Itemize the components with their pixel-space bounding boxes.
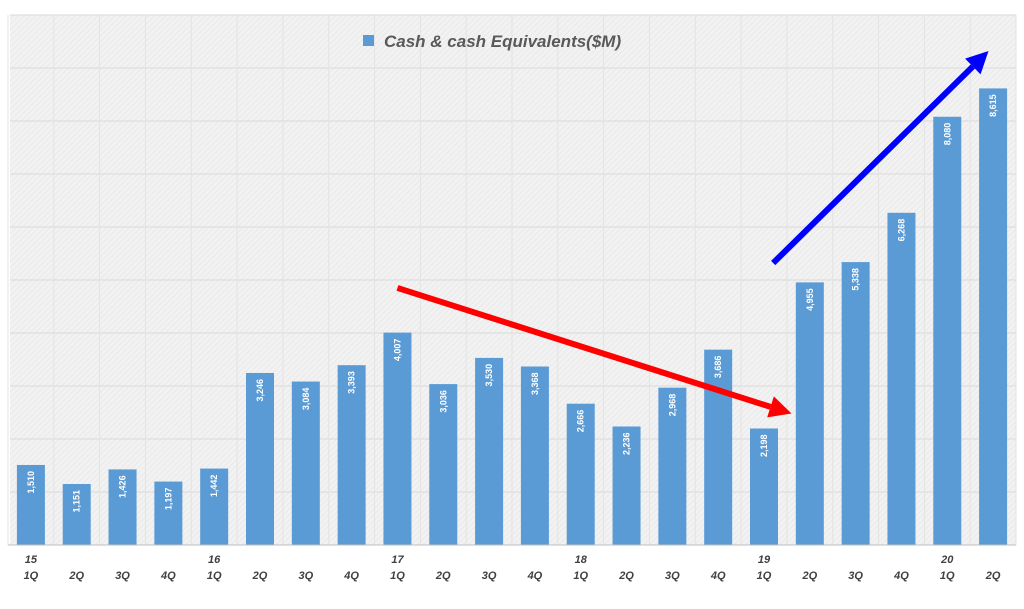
bars [16,88,1008,545]
bar [887,212,916,545]
bar [658,387,687,545]
bar [841,262,870,545]
bar-value-label: 3,530 [484,364,494,387]
x-tick-label: 1Q [207,570,222,582]
x-tick-label: 4Q [527,570,543,582]
bar-value-label: 2,968 [667,394,677,417]
bar-value-label: 8,615 [988,94,998,117]
bar-value-label: 2,666 [576,410,586,433]
x-tick-label: 4Q [160,570,176,582]
bar-value-label: 3,393 [347,371,357,394]
bar [520,366,549,545]
bar [979,88,1008,545]
trend-arrow-shaft [396,285,772,410]
legend-label: Cash & cash Equivalents($M) [384,32,621,51]
bar-value-label: 2,198 [759,435,769,458]
bar-value-label: 4,955 [805,288,815,311]
bar-value-label: 3,084 [301,388,311,411]
x-tick-label: 4Q [343,570,359,582]
trend-arrow-shaft [771,64,975,266]
bar-value-label: 1,442 [209,475,219,498]
x-tick-label: 1Q [390,570,405,582]
bar [154,481,183,545]
bar [62,483,91,545]
x-tick-label: 1Q [24,570,39,582]
x-tick-label: 2Q [252,570,268,582]
bar-value-label: 1,510 [26,471,36,494]
x-tick-label: 4Q [893,570,909,582]
bar-value-label: 1,151 [72,490,82,513]
bar-value-label: 1,426 [118,475,128,498]
x-axis: 15 1Q 2Q 3Q 4Q 16 1Q 2Q 3Q 4Q 17 1Q 2Q 3Q 4Q 18 1Q 2Q 3Q 4Q… [8,544,1016,582]
data-labels: 1,510 1,151 1,426 1,197 1,442 3,246 3,084 3,393… [26,94,998,512]
x-tick-year-label: 16 [208,554,221,566]
bar [16,464,45,545]
x-tick-label: 3Q [115,570,130,582]
bar [795,282,824,545]
x-tick-year-label: 19 [758,554,771,566]
bar [704,349,733,545]
bar-value-label: 8,080 [942,123,952,146]
bar-value-label: 2,236 [622,432,632,455]
bar [337,365,366,545]
x-tick-label: 2Q [801,570,817,582]
x-tick-year-label: 18 [575,554,588,566]
x-tick-year-label: 15 [25,554,38,566]
bar [750,428,778,545]
trend-arrows [396,51,989,418]
legend-swatch [363,35,374,46]
bar [200,468,229,545]
bar [933,116,962,545]
bar-value-label: 3,368 [530,372,540,395]
bar [429,384,458,545]
bar-value-label: 3,246 [255,379,265,402]
bar-value-label: 3,686 [713,356,723,379]
trend-arrow-head [767,396,792,418]
trend-arrow-head [965,51,989,75]
x-tick-label: 3Q [848,570,863,582]
x-tick-label: 1Q [940,570,955,582]
legend: Cash & cash Equivalents($M) [363,32,621,51]
x-tick-label: 2Q [435,570,451,582]
x-tick-label: 1Q [757,570,772,582]
bar-value-label: 1,197 [163,488,173,511]
bar-value-label: 3,036 [438,390,448,413]
bar-value-label: 5,338 [851,268,861,291]
bar [612,426,641,545]
bar [475,357,504,545]
gridlines [7,14,1017,546]
x-tick-year-label: 20 [940,554,954,566]
x-tick-label: 3Q [665,570,680,582]
bar [383,332,412,545]
x-tick-label: 2Q [68,570,84,582]
bar-value-label: 6,268 [896,219,906,242]
x-tick-label: 2Q [618,570,634,582]
x-tick-label: 1Q [573,570,588,582]
x-tick-label: 2Q [985,570,1001,582]
bar [246,372,274,545]
x-tick-label: 3Q [482,570,497,582]
x-tick-label: 4Q [710,570,726,582]
x-tick-year-label: 17 [391,554,404,566]
bar [566,403,595,545]
bar [291,381,320,545]
bar-value-label: 4,007 [392,339,402,362]
x-tick-label: 3Q [298,570,313,582]
bar [108,469,137,545]
